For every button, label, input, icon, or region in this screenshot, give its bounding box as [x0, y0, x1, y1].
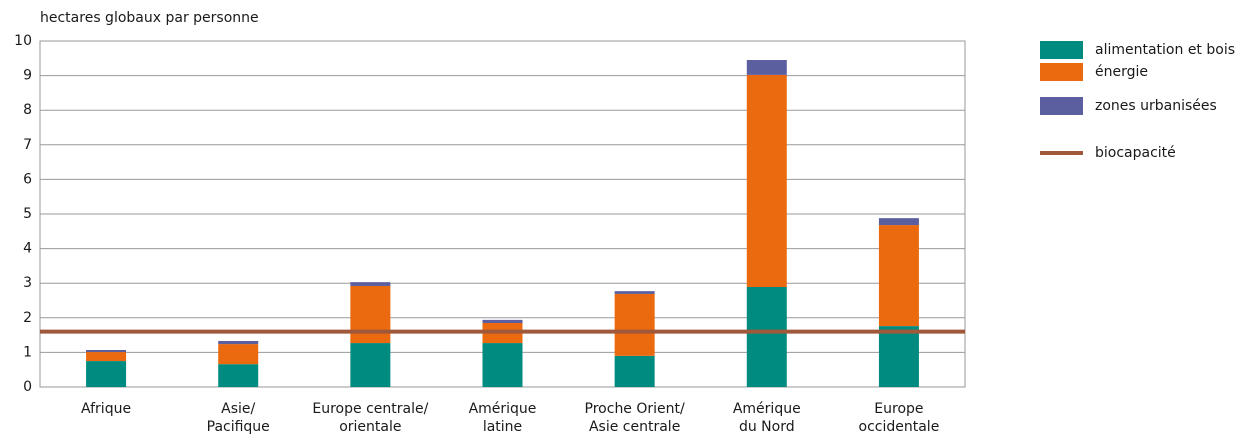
- y-tick-label: 2: [23, 310, 32, 326]
- bar-segment: [614, 291, 655, 294]
- x-tick-label: latine: [483, 419, 522, 435]
- legend-swatch: [1040, 97, 1083, 115]
- x-tick-label: du Nord: [739, 419, 795, 435]
- bar-segment: [482, 343, 523, 387]
- bar-segment: [350, 282, 391, 286]
- bar-segment: [218, 364, 259, 387]
- bar-segment: [878, 225, 919, 327]
- x-tick-label: Proche Orient/: [585, 401, 685, 417]
- y-tick-label: 10: [14, 33, 32, 49]
- bar-segment: [218, 340, 259, 345]
- bar-segment: [614, 293, 655, 356]
- y-tick-label: 0: [23, 379, 32, 395]
- y-tick-label: 5: [23, 206, 32, 222]
- legend-swatch: [1040, 41, 1083, 59]
- x-tick-label: Europe: [874, 401, 923, 417]
- bar-segment: [878, 218, 919, 226]
- bar-segment: [350, 343, 391, 387]
- legend-swatch: [1040, 63, 1083, 81]
- bar-segment: [86, 349, 127, 353]
- x-tick-label: Afrique: [81, 401, 131, 417]
- y-tick-label: 4: [23, 241, 32, 257]
- bar-segment: [218, 344, 259, 365]
- x-tick-label: Amérique: [469, 401, 537, 417]
- legend-label: biocapacité: [1095, 145, 1176, 161]
- bar-segment: [482, 319, 523, 323]
- y-tick-label: 1: [23, 344, 32, 360]
- bar-segment: [746, 60, 787, 75]
- legend-label: zones urbanisées: [1095, 98, 1217, 114]
- x-tick-label: Pacifique: [207, 419, 270, 435]
- bar-segment: [746, 287, 787, 387]
- y-tick-label: 6: [23, 171, 32, 187]
- x-tick-label: Asie/: [221, 401, 255, 417]
- y-tick-label: 7: [23, 137, 32, 153]
- bar-segment: [746, 74, 787, 288]
- bar-segment: [86, 361, 127, 387]
- legend-label: énergie: [1095, 64, 1148, 80]
- bar-segment: [614, 355, 655, 387]
- y-axis-label: hectares globaux par personne: [40, 10, 259, 26]
- y-tick-label: 3: [23, 275, 32, 291]
- legend-label: alimentation et bois: [1095, 42, 1235, 58]
- x-tick-label: Amérique: [733, 401, 801, 417]
- bar-segment: [86, 352, 127, 362]
- y-tick-label: 8: [23, 102, 32, 118]
- x-tick-label: occidentale: [859, 419, 940, 435]
- bar-segment: [878, 326, 919, 387]
- y-tick-label: 9: [23, 68, 32, 84]
- x-tick-label: Asie centrale: [589, 419, 680, 435]
- bar-segment: [350, 285, 391, 344]
- x-tick-label: Europe centrale/: [312, 401, 428, 417]
- x-tick-label: orientale: [339, 419, 401, 435]
